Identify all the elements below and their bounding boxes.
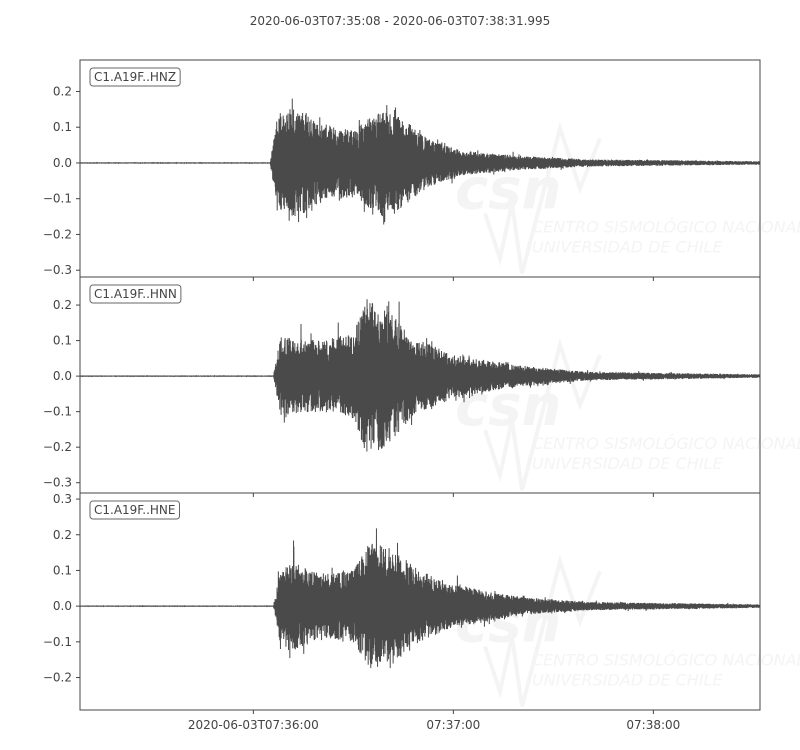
y-tick-label: −0.2	[43, 671, 72, 685]
watermark-wave	[483, 554, 602, 708]
y-tick-label: 0.1	[53, 563, 72, 577]
waveform-trace	[79, 299, 761, 452]
watermark-line2: UNIVERSIDAD DE CHILE	[532, 454, 723, 473]
y-tick-label: 0.2	[53, 84, 72, 98]
waveform-trace	[79, 528, 761, 669]
y-tick-label: −0.1	[43, 635, 72, 649]
chart-title: 2020-06-03T07:35:08 - 2020-06-03T07:38:3…	[250, 14, 551, 28]
y-tick-label: −0.2	[43, 440, 72, 454]
y-tick-label: 0.2	[53, 528, 72, 542]
y-tick-label: −0.3	[43, 263, 72, 277]
x-tick-label: 07:37:00	[426, 718, 480, 732]
x-tick-label: 07:38:00	[626, 718, 680, 732]
y-tick-label: 0.0	[53, 369, 72, 383]
watermark-line1: CENTRO SISMOLÓGICO NACIONAL	[532, 651, 800, 670]
watermark-line1: CENTRO SISMOLÓGICO NACIONAL	[532, 218, 800, 237]
y-tick-label: −0.1	[43, 405, 72, 419]
y-tick-label: −0.2	[43, 227, 72, 241]
y-tick-label: 0.1	[53, 334, 72, 348]
channel-label-box	[89, 500, 180, 520]
watermark-line2: UNIVERSIDAD DE CHILE	[532, 238, 723, 257]
waveform-trace	[79, 98, 761, 225]
y-tick-label: 0.0	[53, 599, 72, 613]
watermark-line1: CENTRO SISMOLÓGICO NACIONAL	[532, 434, 800, 453]
channel-label: C1.A19F..HNN	[94, 287, 177, 301]
y-tick-label: −0.3	[43, 476, 72, 490]
channel-label-box	[89, 284, 182, 304]
watermark-line2: UNIVERSIDAD DE CHILE	[532, 671, 723, 690]
channel-label-box	[89, 67, 181, 87]
x-tick-label: 2020-06-03T07:36:00	[188, 718, 319, 732]
axes-frame	[79, 492, 761, 711]
y-tick-label: 0.2	[53, 298, 72, 312]
y-tick-label: −0.1	[43, 192, 72, 206]
y-tick-label: 0.1	[53, 120, 72, 134]
channel-label: C1.A19F..HNE	[94, 503, 176, 517]
watermark-wave	[483, 337, 602, 491]
y-tick-label: 0.0	[53, 156, 72, 170]
channel-label: C1.A19F..HNZ	[94, 70, 176, 84]
y-tick-label: 0.3	[53, 492, 72, 506]
watermark-wave	[483, 121, 602, 275]
